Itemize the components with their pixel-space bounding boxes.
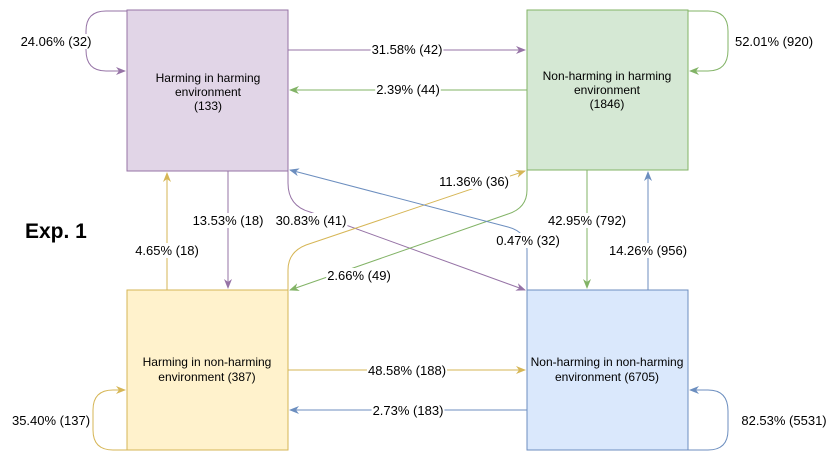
edge-label-hn-to-nh: 11.36% (36) bbox=[439, 174, 509, 189]
node-text: Harming in harming bbox=[156, 71, 261, 85]
edge-label-background bbox=[366, 363, 448, 378]
edge-label-background bbox=[607, 243, 689, 258]
edge-label-nn-to-hh: 0.47% (32) bbox=[496, 233, 560, 248]
node-text: environment bbox=[574, 83, 641, 97]
node-text: Non-harming in harming bbox=[543, 69, 672, 83]
edge-label-background bbox=[274, 213, 348, 228]
edge-label-background bbox=[10, 413, 92, 428]
edge-label-nh-to-hh: 2.39% (44) bbox=[376, 82, 440, 97]
node-text: environment (387) bbox=[158, 370, 255, 384]
edge-hh-to-nn bbox=[287, 171, 526, 291]
edge-label-nh-to-hn: 2.66% (49) bbox=[327, 268, 391, 283]
node-label-non-harming-in-non-harming: Non-harming in non-harming environment (… bbox=[531, 355, 684, 384]
edge-label-hh-to-nn: 30.83% (41) bbox=[276, 213, 347, 228]
edge-hn-to-nh bbox=[287, 170, 526, 290]
node-harming-in-harming bbox=[126, 9, 289, 172]
edge-label-hh-self: 24.06% (32) bbox=[21, 34, 92, 49]
node-label-harming-in-harming: Harming in harming environment (133) bbox=[156, 71, 261, 113]
edge-label-background bbox=[19, 34, 93, 49]
node-label-non-harming-in-harming: Non-harming in harming environment (1846… bbox=[543, 69, 672, 111]
diagram-title: Exp. 1 bbox=[25, 220, 87, 243]
node-harming-in-non-harming bbox=[126, 289, 289, 451]
edge-label-hn-to-hh: 4.65% (18) bbox=[135, 243, 199, 258]
edge-label-hh-to-nh: 31.58% (42) bbox=[372, 42, 443, 57]
edge-nn-self-loop bbox=[688, 386, 729, 451]
node-label-harming-in-non-harming: Harming in non-harming environment (387) bbox=[143, 355, 272, 384]
node-text: Non-harming in non-harming bbox=[531, 355, 684, 369]
edge-label-background bbox=[375, 82, 441, 97]
edge-label-background bbox=[191, 213, 265, 228]
node-non-harming-in-non-harming bbox=[526, 289, 689, 451]
edge-label-nh-self: 52.01% (920) bbox=[735, 34, 813, 49]
edge-label-nh-to-nn: 42.95% (792) bbox=[548, 213, 626, 228]
edge-label-background bbox=[371, 403, 445, 418]
node-non-harming-in-harming bbox=[526, 9, 689, 171]
node-text: (133) bbox=[194, 99, 222, 113]
node-text: environment bbox=[175, 85, 242, 99]
edge-label-hh-to-hn: 13.53% (18) bbox=[193, 213, 264, 228]
node-text: Harming in non-harming bbox=[143, 355, 272, 369]
edge-label-background bbox=[370, 42, 444, 57]
edge-label-background bbox=[326, 268, 392, 283]
edge-label-nn-self: 82.53% (5531) bbox=[741, 413, 826, 428]
edge-labels: 24.06% (32) 31.58% (42) 2.39% (44) 52.01… bbox=[10, 34, 828, 428]
edge-label-hn-self: 35.40% (137) bbox=[12, 413, 90, 428]
edge-label-nn-to-nh: 14.26% (956) bbox=[609, 243, 687, 258]
edge-nh-self-loop bbox=[688, 10, 729, 75]
edge-label-background bbox=[134, 243, 200, 258]
node-text: environment (6705) bbox=[555, 370, 659, 384]
edge-label-background bbox=[495, 233, 561, 248]
edge-label-nn-to-hn: 2.73% (183) bbox=[373, 403, 444, 418]
edge-hn-self-loop bbox=[92, 386, 127, 451]
node-text: (1846) bbox=[590, 97, 625, 111]
edge-label-hn-to-nn: 48.58% (188) bbox=[368, 363, 446, 378]
edge-label-background bbox=[546, 213, 628, 228]
edge-nh-to-hn bbox=[289, 170, 528, 291]
edge-label-background bbox=[733, 34, 815, 49]
edge-label-background bbox=[740, 413, 828, 428]
edge-label-background bbox=[438, 174, 510, 189]
